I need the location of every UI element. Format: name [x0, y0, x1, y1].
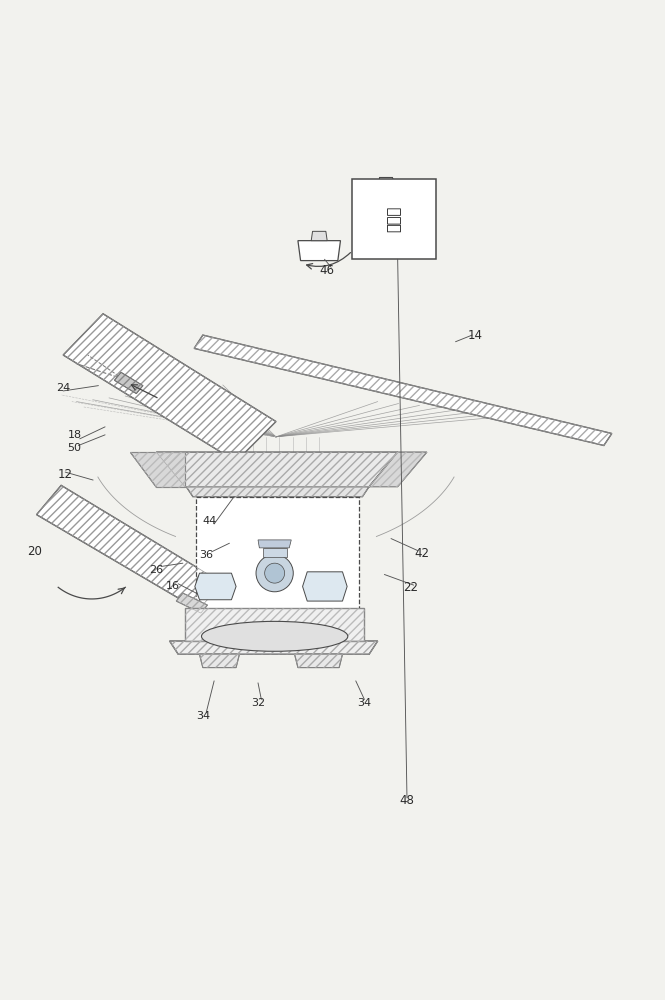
- Polygon shape: [130, 452, 185, 487]
- Text: 18: 18: [67, 430, 82, 440]
- Text: 16: 16: [166, 581, 180, 591]
- Polygon shape: [195, 573, 236, 600]
- Text: 48: 48: [397, 190, 412, 203]
- Text: 32: 32: [251, 698, 265, 708]
- Polygon shape: [263, 548, 287, 557]
- Text: 34: 34: [196, 711, 210, 721]
- Polygon shape: [176, 593, 207, 613]
- Polygon shape: [37, 485, 223, 610]
- Text: 14: 14: [468, 329, 483, 342]
- Text: 48: 48: [400, 794, 414, 807]
- Text: 44: 44: [202, 516, 217, 526]
- Circle shape: [256, 555, 293, 592]
- Text: 42: 42: [415, 547, 430, 560]
- Polygon shape: [369, 452, 427, 487]
- Text: 24: 24: [56, 383, 70, 393]
- Polygon shape: [200, 654, 239, 668]
- Text: 26: 26: [149, 565, 164, 575]
- Polygon shape: [186, 487, 369, 497]
- Polygon shape: [352, 179, 436, 259]
- Text: 50: 50: [67, 443, 82, 453]
- Polygon shape: [185, 608, 364, 641]
- Polygon shape: [170, 641, 378, 654]
- Text: 20: 20: [27, 545, 42, 558]
- Polygon shape: [298, 241, 340, 261]
- Polygon shape: [258, 540, 291, 548]
- Circle shape: [265, 563, 285, 583]
- Text: 34: 34: [357, 698, 372, 708]
- Text: 控制器: 控制器: [387, 206, 401, 232]
- Polygon shape: [194, 335, 612, 445]
- Text: 12: 12: [58, 468, 72, 481]
- Polygon shape: [63, 314, 276, 461]
- Polygon shape: [295, 654, 342, 668]
- Polygon shape: [114, 372, 143, 394]
- Polygon shape: [311, 231, 327, 241]
- Polygon shape: [156, 452, 398, 487]
- Text: 36: 36: [199, 550, 213, 560]
- Polygon shape: [303, 572, 347, 601]
- FancyBboxPatch shape: [196, 497, 359, 613]
- Ellipse shape: [201, 621, 348, 651]
- Text: 46: 46: [320, 264, 334, 277]
- Text: 22: 22: [404, 581, 418, 594]
